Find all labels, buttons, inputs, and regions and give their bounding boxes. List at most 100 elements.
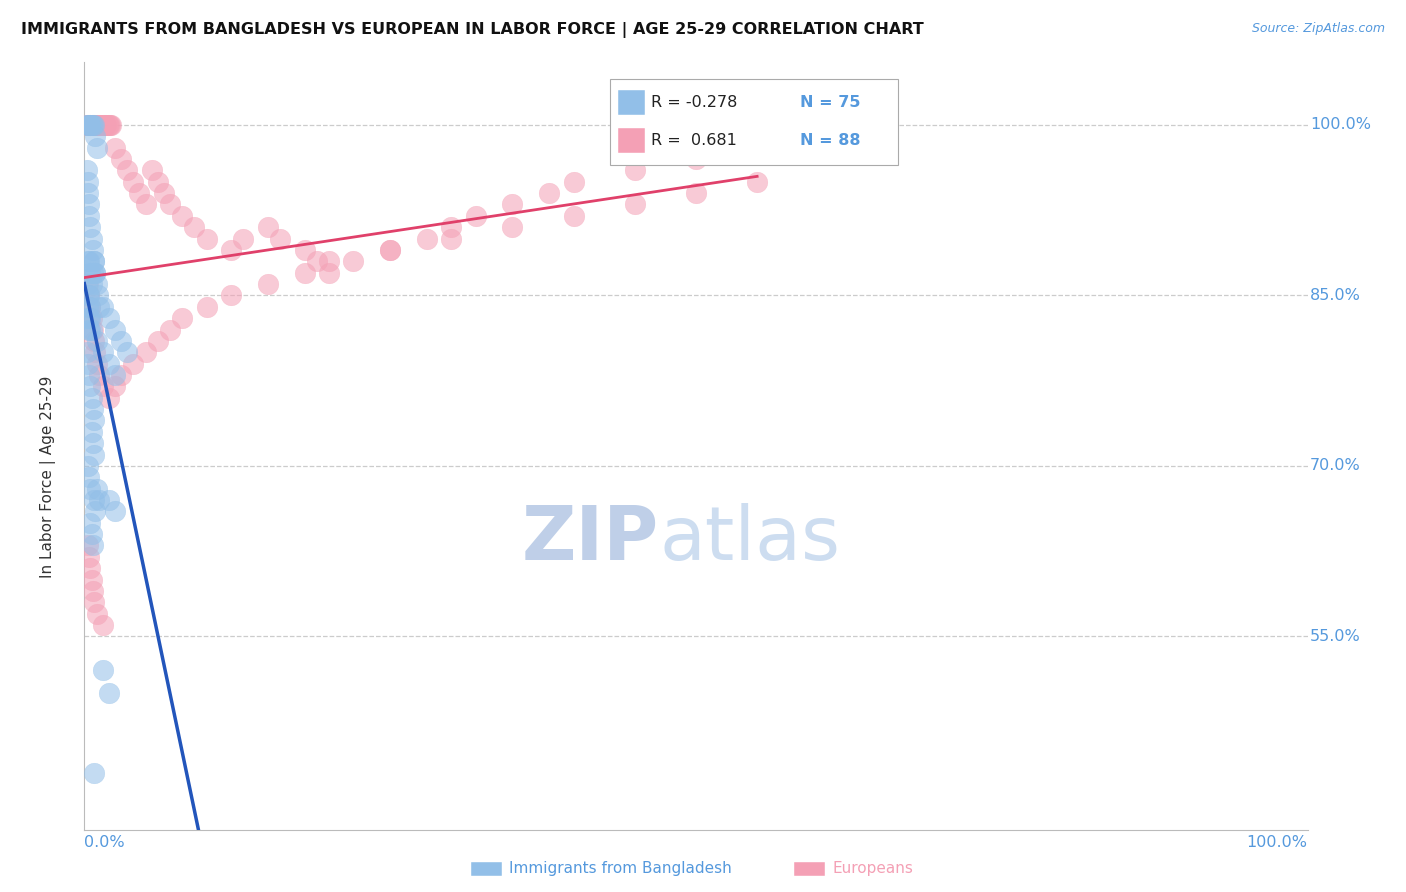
Point — [82, 583, 104, 598]
Text: R = -0.278: R = -0.278 — [651, 95, 737, 110]
Point — [80, 311, 103, 326]
Text: N = 75: N = 75 — [800, 95, 860, 110]
Point — [82, 322, 104, 336]
Point — [79, 118, 101, 132]
Point — [83, 448, 105, 462]
Point — [84, 266, 107, 280]
Point — [104, 322, 127, 336]
Point — [80, 322, 103, 336]
Point — [77, 470, 100, 484]
Point — [77, 322, 100, 336]
Point — [80, 118, 103, 132]
Text: IMMIGRANTS FROM BANGLADESH VS EUROPEAN IN LABOR FORCE | AGE 25-29 CORRELATION CH: IMMIGRANTS FROM BANGLADESH VS EUROPEAN I… — [21, 22, 924, 38]
Point — [685, 152, 707, 166]
Point — [79, 220, 101, 235]
Point — [91, 118, 114, 132]
Point — [77, 118, 100, 132]
Point — [80, 527, 103, 541]
Point — [77, 549, 100, 564]
Text: Immigrants from Bangladesh: Immigrants from Bangladesh — [509, 862, 731, 876]
Point — [97, 118, 120, 132]
Point — [115, 345, 138, 359]
Point — [747, 175, 769, 189]
Point — [195, 231, 218, 245]
Point — [87, 118, 110, 132]
Point — [77, 175, 100, 189]
Point — [86, 334, 108, 348]
Point — [624, 163, 647, 178]
Point — [83, 334, 105, 348]
Point — [269, 231, 291, 245]
Point — [257, 220, 280, 235]
Point — [305, 254, 328, 268]
Point — [318, 266, 340, 280]
Point — [82, 402, 104, 417]
Point — [77, 288, 100, 302]
Point — [82, 436, 104, 450]
Text: 0.0%: 0.0% — [84, 835, 125, 850]
FancyBboxPatch shape — [617, 128, 644, 153]
Point — [538, 186, 561, 201]
Point — [96, 118, 118, 132]
Point — [83, 118, 105, 132]
Point — [115, 163, 138, 178]
Point — [79, 266, 101, 280]
Point — [86, 118, 108, 132]
Point — [183, 220, 205, 235]
Point — [84, 266, 107, 280]
Point — [97, 118, 120, 132]
Point — [86, 141, 108, 155]
Point — [77, 186, 100, 201]
Point — [83, 118, 105, 132]
Point — [100, 118, 122, 132]
Point — [172, 311, 194, 326]
Point — [153, 186, 176, 201]
Point — [76, 118, 98, 132]
Point — [135, 197, 157, 211]
Point — [342, 254, 364, 268]
Point — [122, 175, 145, 189]
Point — [93, 118, 115, 132]
Text: N = 88: N = 88 — [800, 134, 860, 148]
Point — [219, 288, 242, 302]
Text: Source: ZipAtlas.com: Source: ZipAtlas.com — [1251, 22, 1385, 36]
Point — [195, 300, 218, 314]
Point — [87, 493, 110, 508]
Point — [97, 391, 120, 405]
Point — [97, 357, 120, 371]
Point — [77, 357, 100, 371]
Point — [77, 368, 100, 382]
Point — [80, 573, 103, 587]
Point — [440, 231, 463, 245]
Point — [380, 243, 402, 257]
Point — [110, 152, 132, 166]
Point — [83, 493, 105, 508]
Point — [294, 243, 316, 257]
Point — [562, 209, 585, 223]
Point — [77, 118, 100, 132]
Point — [219, 243, 242, 257]
Point — [82, 266, 104, 280]
Point — [87, 288, 110, 302]
Text: atlas: atlas — [659, 503, 841, 576]
Point — [79, 311, 101, 326]
Point — [77, 538, 100, 552]
Text: 100.0%: 100.0% — [1247, 835, 1308, 850]
Point — [94, 118, 117, 132]
Point — [77, 288, 100, 302]
Point — [97, 686, 120, 700]
Point — [77, 311, 100, 326]
Point — [91, 345, 114, 359]
Text: 70.0%: 70.0% — [1310, 458, 1361, 474]
Point — [146, 175, 169, 189]
Point — [135, 345, 157, 359]
Point — [380, 243, 402, 257]
Point — [172, 209, 194, 223]
Point — [77, 118, 100, 132]
FancyBboxPatch shape — [617, 90, 644, 115]
Point — [77, 288, 100, 302]
Point — [146, 334, 169, 348]
Point — [84, 345, 107, 359]
FancyBboxPatch shape — [610, 79, 898, 165]
Point — [159, 322, 181, 336]
